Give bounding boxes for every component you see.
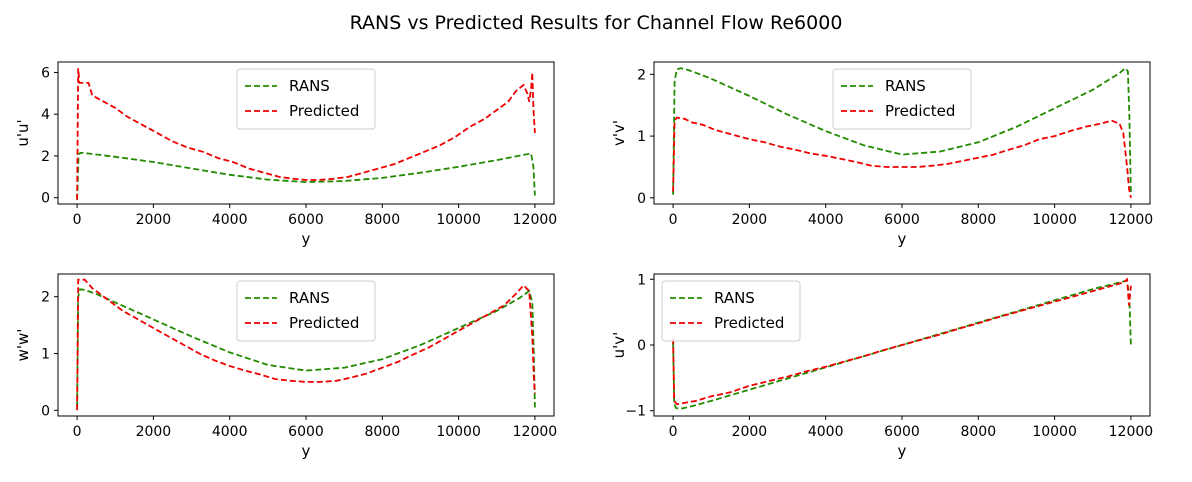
- legend-box: [236, 280, 376, 342]
- x-tick-label: 2000: [136, 212, 172, 228]
- x-tick-label: 8000: [364, 424, 400, 440]
- legend-label-predicted: Predicted: [885, 102, 955, 120]
- x-tick-label: 10000: [1032, 424, 1077, 440]
- x-tick-label: 4000: [212, 424, 248, 440]
- x-tick-label: 0: [669, 212, 678, 228]
- x-tick-label: 4000: [808, 212, 844, 228]
- y-axis-label: v'v': [610, 120, 628, 146]
- x-axis-label: y: [898, 230, 907, 248]
- y-tick-label: 0: [41, 403, 50, 419]
- y-tick-label: −1: [625, 404, 646, 420]
- y-tick-label: 0: [41, 191, 50, 207]
- y-axis-label: w'w': [14, 329, 32, 362]
- x-axis-label: y: [302, 442, 311, 460]
- x-tick-label: 4000: [212, 212, 248, 228]
- legend-box: [661, 280, 801, 342]
- y-tick-label: 2: [637, 67, 646, 83]
- subplot-3: 0 2000 4000 6000 8000 10000 12000 0 1 2 y w'w' RANS P…: [14, 273, 558, 460]
- subplot-2: 0 2000 4000 6000 8000 10000 12000 0 1 2 y v'v' RANS P…: [610, 61, 1154, 248]
- legend-box: [832, 68, 972, 130]
- y-tick-label: 4: [41, 107, 50, 123]
- figure-title: RANS vs Predicted Results for Channel Fl…: [349, 12, 843, 34]
- subplot-1: 0 2000 4000 6000 8000 10000 12000 0 2 4 6 y u'u' RANS…: [14, 61, 558, 248]
- series-line-rans: [76, 151, 536, 200]
- x-tick-label: 12000: [513, 212, 558, 228]
- x-tick-label: 0: [669, 424, 678, 440]
- x-tick-label: 4000: [808, 424, 844, 440]
- x-tick-label: 0: [73, 212, 82, 228]
- x-tick-label: 10000: [436, 212, 481, 228]
- subplot-4: 0 2000 4000 6000 8000 10000 12000 −1 0 1 y u'v' RANS…: [610, 272, 1153, 460]
- legend-label-predicted: Predicted: [289, 314, 359, 332]
- legend-label-rans: RANS: [714, 289, 755, 307]
- legend: RANS Predicted: [661, 280, 801, 342]
- y-axis-label: u'u': [14, 119, 32, 146]
- x-tick-label: 2000: [732, 212, 768, 228]
- series-line-predicted: [672, 116, 1132, 198]
- x-tick-label: 6000: [288, 424, 324, 440]
- legend: RANS Predicted: [832, 68, 972, 130]
- series-line-predicted: [672, 277, 1132, 406]
- series-line-predicted: [76, 68, 536, 200]
- x-tick-label: 2000: [732, 424, 768, 440]
- x-tick-label: 6000: [884, 424, 920, 440]
- legend-label-rans: RANS: [289, 289, 330, 307]
- y-tick-label: 0: [637, 338, 646, 354]
- y-tick-label: 2: [41, 290, 50, 306]
- legend-label-predicted: Predicted: [289, 102, 359, 120]
- y-tick-label: 1: [637, 129, 646, 145]
- legend-label-rans: RANS: [885, 77, 926, 95]
- legend-box: [236, 68, 376, 130]
- x-tick-label: 12000: [513, 424, 558, 440]
- y-tick-label: 1: [41, 347, 50, 363]
- x-tick-label: 2000: [136, 424, 172, 440]
- x-tick-label: 12000: [1109, 424, 1154, 440]
- series-line-rans: [672, 66, 1132, 195]
- y-axis-label: u'v': [610, 332, 628, 359]
- x-tick-label: 0: [73, 424, 82, 440]
- legend-label-rans: RANS: [289, 77, 330, 95]
- legend: RANS Predicted: [236, 280, 376, 342]
- x-tick-label: 8000: [364, 212, 400, 228]
- x-tick-label: 10000: [1032, 212, 1077, 228]
- x-tick-label: 10000: [436, 424, 481, 440]
- x-tick-label: 8000: [960, 212, 996, 228]
- x-tick-label: 6000: [884, 212, 920, 228]
- x-tick-label: 8000: [960, 424, 996, 440]
- y-tick-label: 0: [637, 191, 646, 207]
- x-tick-label: 6000: [288, 212, 324, 228]
- legend: RANS Predicted: [236, 68, 376, 130]
- series-line-predicted: [76, 278, 536, 411]
- y-tick-label: 6: [41, 65, 50, 81]
- series-line-rans: [76, 288, 536, 408]
- x-axis-label: y: [302, 230, 311, 248]
- y-tick-label: 2: [41, 149, 50, 165]
- y-tick-label: 1: [637, 272, 646, 288]
- x-axis-label: y: [898, 442, 907, 460]
- x-tick-label: 12000: [1109, 212, 1154, 228]
- legend-label-predicted: Predicted: [714, 314, 784, 332]
